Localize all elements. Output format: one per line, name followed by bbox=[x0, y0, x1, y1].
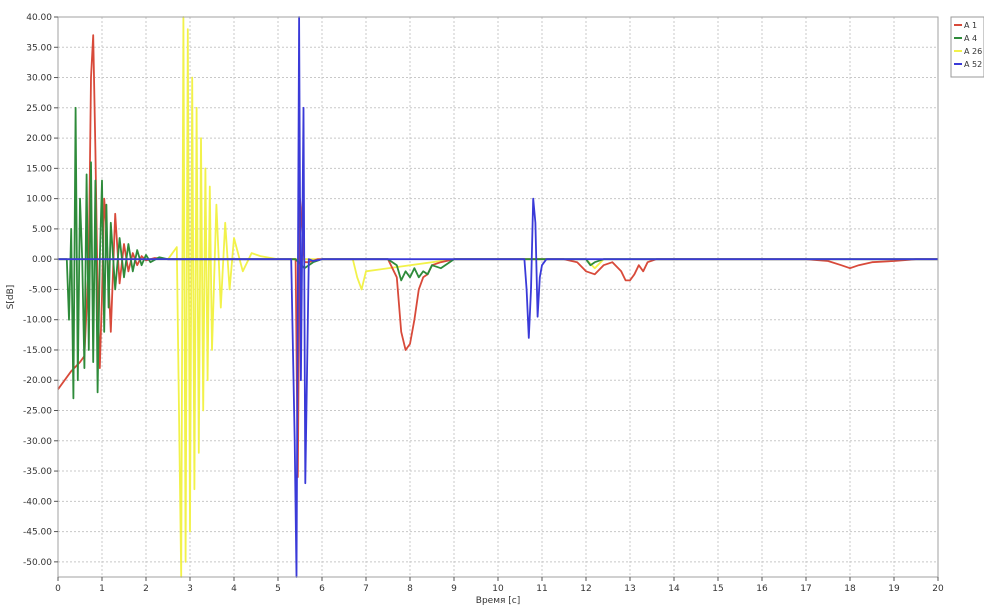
y-tick-label: 0.00 bbox=[32, 255, 52, 265]
x-tick-label: 11 bbox=[536, 584, 547, 594]
y-tick-label: 5.00 bbox=[32, 225, 52, 235]
x-tick-label: 7 bbox=[363, 584, 369, 594]
x-tick-label: 18 bbox=[844, 584, 856, 594]
y-axis-ticks: 40.00 35.00 30.00 25.00 20.00 15.00 10.00 5.00 0… bbox=[23, 13, 58, 568]
y-tick-label: 35.00 bbox=[26, 43, 52, 53]
x-tick-label: 8 bbox=[407, 584, 413, 594]
legend-entry: A 26 bbox=[964, 47, 982, 56]
x-tick-label: 4 bbox=[231, 584, 237, 594]
x-tick-label: 13 bbox=[624, 584, 635, 594]
x-axis-title: Время [c] bbox=[476, 596, 520, 606]
x-tick-label: 2 bbox=[143, 584, 149, 594]
y-tick-label: -15.00 bbox=[23, 346, 52, 356]
y-axis-title: S[dB] bbox=[6, 285, 16, 310]
legend-entry: A 4 bbox=[964, 34, 977, 43]
legend-entry: A 1 bbox=[964, 21, 977, 30]
y-tick-label: 25.00 bbox=[26, 104, 52, 114]
series-line-a-26 bbox=[58, 16, 938, 578]
x-tick-label: 6 bbox=[319, 584, 325, 594]
legend-entry: A 52 bbox=[964, 60, 982, 69]
y-tick-label: -50.00 bbox=[23, 558, 52, 568]
y-tick-label: -10.00 bbox=[23, 316, 52, 326]
y-tick-label: -35.00 bbox=[23, 467, 52, 477]
y-tick-label: -30.00 bbox=[23, 437, 52, 447]
x-tick-label: 5 bbox=[275, 584, 281, 594]
y-tick-label: 20.00 bbox=[26, 134, 52, 144]
x-tick-label: 12 bbox=[580, 584, 591, 594]
x-tick-label: 3 bbox=[187, 584, 193, 594]
x-tick-label: 10 bbox=[492, 584, 504, 594]
x-tick-label: 0 bbox=[55, 584, 61, 594]
x-tick-label: 1 bbox=[99, 584, 105, 594]
x-tick-label: 15 bbox=[712, 584, 723, 594]
x-axis-ticks: 0 1 2 3 4 5 6 7 8 9 10 11 12 13 14 15 16 17 18 19 20 bbox=[55, 577, 944, 594]
y-tick-label: -40.00 bbox=[23, 497, 52, 507]
y-tick-label: -45.00 bbox=[23, 528, 52, 538]
y-tick-label: 30.00 bbox=[26, 74, 52, 84]
y-tick-label: -5.00 bbox=[29, 285, 53, 295]
y-tick-label: 10.00 bbox=[26, 195, 52, 205]
legend: A 1 A 4 A 26 A 52 bbox=[950, 16, 984, 78]
x-tick-label: 20 bbox=[932, 584, 944, 594]
series-layer bbox=[57, 16, 938, 578]
x-tick-label: 19 bbox=[888, 584, 900, 594]
y-tick-label: -25.00 bbox=[23, 407, 52, 417]
x-tick-label: 9 bbox=[451, 584, 457, 594]
y-tick-label: 15.00 bbox=[26, 164, 52, 174]
x-tick-label: 14 bbox=[668, 584, 680, 594]
y-tick-label: -20.00 bbox=[23, 376, 52, 386]
legend-box bbox=[950, 16, 984, 78]
x-tick-label: 16 bbox=[756, 584, 768, 594]
series-line-a-52 bbox=[58, 16, 938, 578]
y-tick-label: 40.00 bbox=[26, 13, 52, 23]
x-tick-label: 17 bbox=[800, 584, 811, 594]
